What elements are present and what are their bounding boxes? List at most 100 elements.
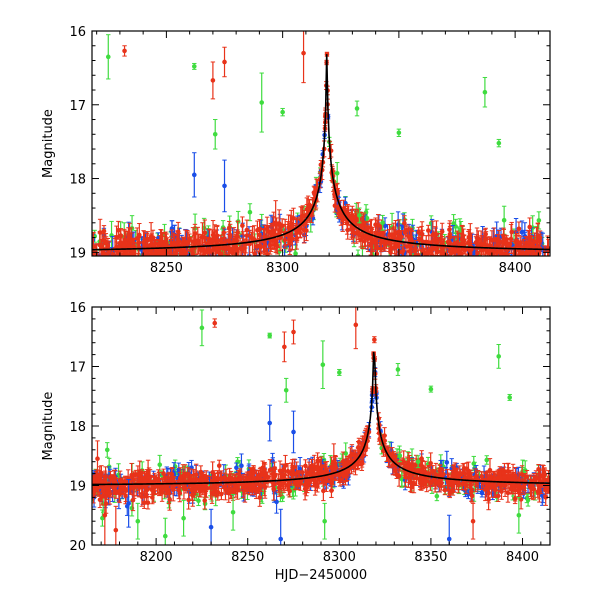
data-point bbox=[398, 234, 403, 240]
data-point-group bbox=[442, 259, 447, 278]
data-point bbox=[179, 252, 185, 256]
data-point bbox=[199, 259, 204, 264]
data-point-group bbox=[102, 257, 107, 273]
data-point bbox=[434, 245, 440, 251]
data-point bbox=[428, 246, 434, 252]
data-point bbox=[182, 248, 187, 253]
data-point-group bbox=[516, 221, 522, 237]
data-point bbox=[459, 251, 464, 256]
data-point-group bbox=[428, 234, 434, 256]
data-point bbox=[298, 217, 304, 223]
data-point-group bbox=[96, 260, 101, 273]
data-point bbox=[467, 233, 473, 238]
data-point bbox=[466, 257, 471, 262]
data-point bbox=[451, 221, 456, 226]
data-point-group bbox=[144, 264, 149, 282]
data-point bbox=[92, 244, 96, 249]
data-point-group bbox=[118, 228, 124, 243]
data-point-group bbox=[404, 224, 410, 236]
data-point bbox=[116, 228, 121, 233]
data-point bbox=[304, 206, 310, 212]
data-point bbox=[265, 251, 270, 256]
data-point bbox=[129, 262, 134, 267]
data-point bbox=[516, 226, 522, 232]
data-point bbox=[255, 227, 260, 233]
data-point bbox=[501, 238, 507, 244]
data-point-group bbox=[527, 217, 533, 237]
data-point bbox=[416, 230, 422, 235]
data-point bbox=[350, 216, 355, 221]
data-point bbox=[95, 263, 100, 268]
data-point-group bbox=[198, 236, 204, 256]
data-point-group bbox=[126, 233, 132, 256]
data-point bbox=[430, 270, 435, 275]
data-point bbox=[404, 227, 410, 233]
data-point-group bbox=[216, 255, 222, 256]
data-point bbox=[196, 241, 201, 247]
data-point bbox=[543, 262, 548, 267]
data-point-group bbox=[196, 233, 201, 255]
data-point bbox=[240, 223, 245, 228]
data-point-group bbox=[546, 258, 551, 279]
data-point-group bbox=[156, 240, 161, 256]
data-point bbox=[395, 222, 401, 227]
data-point-group bbox=[426, 229, 432, 256]
data-point bbox=[216, 261, 221, 266]
data-point bbox=[198, 248, 204, 253]
data-point bbox=[121, 243, 127, 248]
data-point-group bbox=[373, 217, 378, 232]
data-point bbox=[241, 245, 247, 251]
data-point bbox=[190, 258, 195, 263]
data-point bbox=[175, 229, 181, 234]
data-point bbox=[364, 216, 370, 221]
data-point bbox=[185, 239, 190, 245]
data-point bbox=[172, 251, 178, 256]
data-point-group bbox=[185, 230, 190, 255]
data-point bbox=[382, 242, 388, 247]
data-point bbox=[534, 262, 539, 267]
data-point bbox=[497, 249, 503, 255]
data-point bbox=[474, 260, 479, 265]
data-point bbox=[338, 214, 344, 220]
data-point bbox=[243, 256, 248, 261]
data-point bbox=[514, 238, 520, 244]
data-point bbox=[137, 232, 142, 238]
data-point bbox=[363, 210, 369, 215]
data-point bbox=[438, 257, 443, 262]
data-point bbox=[128, 257, 133, 262]
data-point-group bbox=[497, 238, 503, 256]
data-point bbox=[118, 233, 124, 238]
data-point-group bbox=[182, 237, 187, 256]
data-point bbox=[288, 221, 294, 227]
data-point bbox=[546, 266, 551, 271]
data-point bbox=[434, 232, 439, 237]
data-point bbox=[290, 236, 295, 242]
data-point-group bbox=[152, 236, 157, 253]
data-point bbox=[501, 217, 507, 223]
data-point bbox=[531, 259, 536, 264]
data-point bbox=[144, 260, 149, 265]
data-point bbox=[446, 258, 451, 263]
data-point bbox=[226, 238, 232, 244]
data-point bbox=[221, 262, 226, 267]
data-point-group bbox=[294, 226, 300, 250]
data-point-group bbox=[543, 250, 548, 267]
data-point bbox=[234, 252, 240, 256]
data-point-group bbox=[451, 214, 456, 233]
data-point-group bbox=[105, 237, 111, 254]
data-point bbox=[97, 263, 102, 268]
data-point-group bbox=[454, 254, 459, 256]
data-point-group bbox=[534, 258, 539, 270]
data-point-group bbox=[116, 220, 121, 240]
data-point bbox=[247, 209, 253, 215]
data-point bbox=[122, 258, 127, 263]
data-point bbox=[509, 229, 515, 235]
data-point-group bbox=[524, 247, 530, 256]
data-point bbox=[105, 243, 111, 249]
data-point-group bbox=[135, 252, 141, 256]
data-point-group bbox=[342, 205, 348, 220]
data-point bbox=[453, 249, 458, 254]
data-point bbox=[542, 256, 547, 261]
data-point bbox=[304, 228, 309, 233]
data-point-group bbox=[416, 226, 422, 238]
